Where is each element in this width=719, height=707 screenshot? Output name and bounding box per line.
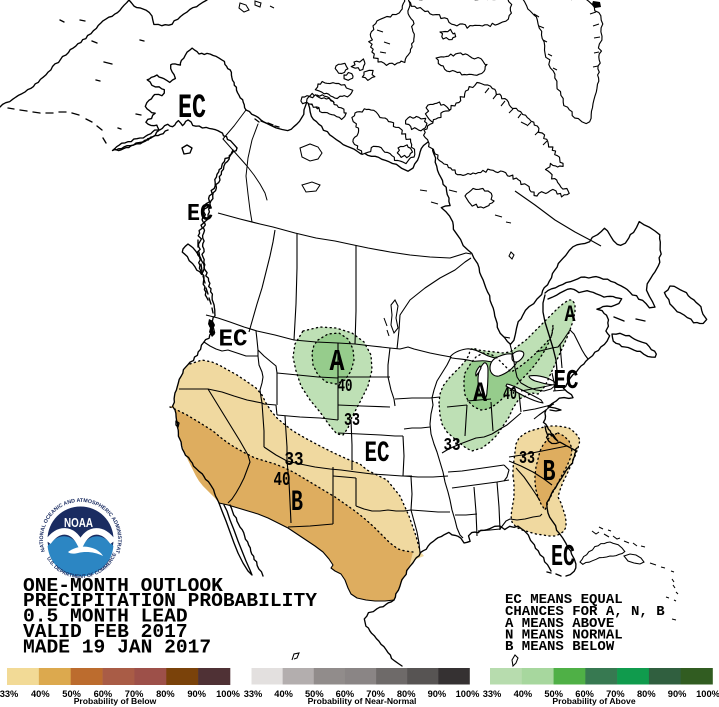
svg-text:60%: 60% <box>94 689 113 699</box>
svg-text:EC: EC <box>551 540 575 575</box>
svg-text:33%: 33% <box>483 689 502 699</box>
svg-text:Probability of Near-Normal: Probability of Near-Normal <box>308 696 417 706</box>
svg-text:40: 40 <box>503 385 517 405</box>
svg-text:EC: EC <box>178 90 206 128</box>
svg-text:N MEANS NORMAL: N MEANS NORMAL <box>505 628 623 644</box>
svg-text:80%: 80% <box>637 689 656 699</box>
svg-text:A MEANS ABOVE: A MEANS ABOVE <box>505 616 614 632</box>
svg-text:33: 33 <box>344 411 360 431</box>
svg-text:90%: 90% <box>668 689 687 699</box>
svg-text:A: A <box>473 379 487 410</box>
svg-text:40%: 40% <box>514 689 533 699</box>
svg-text:NOAA: NOAA <box>64 515 93 530</box>
svg-text:ONE-MONTH OUTLOOK: ONE-MONTH OUTLOOK <box>23 575 223 597</box>
svg-text:MADE 19 JAN 2017: MADE 19 JAN 2017 <box>23 637 211 659</box>
svg-text:90%: 90% <box>428 689 447 699</box>
svg-text:33%: 33% <box>0 689 19 699</box>
svg-text:A: A <box>330 345 345 380</box>
svg-text:100%: 100% <box>216 689 241 699</box>
svg-text:B: B <box>291 486 303 520</box>
svg-text:100%: 100% <box>456 689 481 699</box>
svg-text:33%: 33% <box>244 689 263 699</box>
svg-text:40: 40 <box>338 377 353 397</box>
svg-text:PRECIPITATION PROBABILITY: PRECIPITATION PROBABILITY <box>23 590 317 612</box>
svg-text:50%: 50% <box>62 689 81 699</box>
svg-text:33: 33 <box>444 436 461 456</box>
svg-text:VALID FEB 2017: VALID FEB 2017 <box>23 621 188 643</box>
svg-text:50%: 50% <box>544 689 563 699</box>
svg-text:40: 40 <box>274 469 291 491</box>
svg-text:A: A <box>565 302 576 328</box>
svg-text:Probability of Above: Probability of Above <box>552 696 635 706</box>
svg-text:50%: 50% <box>305 689 324 699</box>
svg-text:80%: 80% <box>397 689 416 699</box>
svg-text:70%: 70% <box>125 689 144 699</box>
svg-text:60%: 60% <box>336 689 355 699</box>
svg-text:70%: 70% <box>366 689 385 699</box>
svg-text:EC: EC <box>554 367 579 397</box>
svg-text:100%: 100% <box>696 689 719 699</box>
svg-text:EC: EC <box>187 201 213 228</box>
svg-text:EC MEANS EQUAL: EC MEANS EQUAL <box>505 592 623 608</box>
svg-text:90%: 90% <box>187 689 206 699</box>
svg-text:60%: 60% <box>575 689 594 699</box>
svg-text:0.5 MONTH LEAD: 0.5 MONTH LEAD <box>23 606 188 628</box>
svg-text:B: B <box>543 455 556 490</box>
svg-text:33: 33 <box>519 449 535 469</box>
svg-text:EC: EC <box>365 437 390 471</box>
svg-text:70%: 70% <box>606 689 625 699</box>
svg-text:40%: 40% <box>31 689 50 699</box>
svg-text:33: 33 <box>285 449 304 471</box>
svg-text:80%: 80% <box>156 689 175 699</box>
svg-text:CHANCES FOR A, N, B: CHANCES FOR A, N, B <box>505 604 665 620</box>
svg-text:Probability of Below: Probability of Below <box>74 696 157 706</box>
svg-text:40%: 40% <box>274 689 293 699</box>
svg-text:B MEANS BELOW: B MEANS BELOW <box>505 639 615 655</box>
svg-text:EC: EC <box>219 327 248 354</box>
